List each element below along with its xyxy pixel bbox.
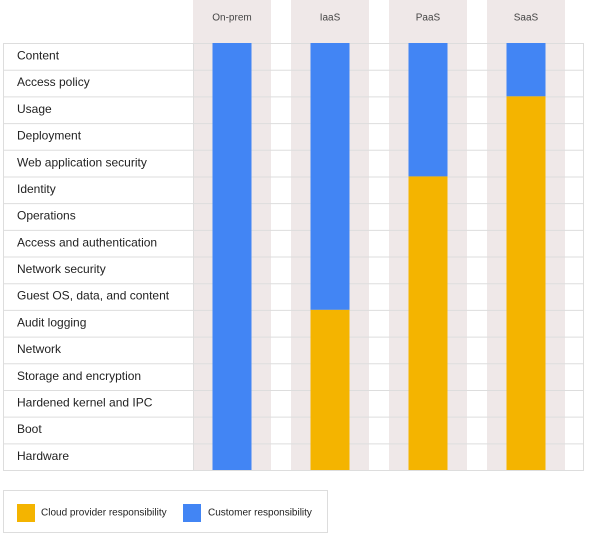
customer-segment <box>506 43 546 97</box>
layer-label: Storage and encryption <box>17 369 141 383</box>
layer-label: Identity <box>17 182 56 196</box>
legend-swatch <box>183 504 201 522</box>
layer-label: Hardened kernel and IPC <box>17 395 153 409</box>
layer-label: Network security <box>17 262 106 276</box>
layer-label: Audit logging <box>17 315 86 329</box>
customer-segment <box>310 43 350 310</box>
grid-layer <box>3 43 584 471</box>
column-header: PaaS <box>416 13 441 24</box>
bar-layer <box>212 43 546 470</box>
provider-segment <box>506 96 546 470</box>
layer-label: Content <box>17 49 60 63</box>
layer-label: Usage <box>17 102 52 116</box>
layer-label: Operations <box>17 209 76 223</box>
provider-segment <box>310 309 350 470</box>
layer-label: Access policy <box>17 75 90 89</box>
legend-label: Cloud provider responsibility <box>41 508 167 519</box>
layer-label: Access and authentication <box>17 235 157 249</box>
layer-label: Boot <box>17 422 42 436</box>
column-header: SaaS <box>514 13 539 24</box>
column-header: On-prem <box>212 13 251 24</box>
legend-swatch <box>17 504 35 522</box>
legend-label: Customer responsibility <box>208 508 312 519</box>
column-header: IaaS <box>320 13 341 24</box>
layer-label: Network <box>17 342 62 356</box>
layer-label: Web application security <box>17 155 147 169</box>
legend-box <box>3 490 328 533</box>
provider-segment <box>408 176 448 470</box>
customer-segment <box>212 43 252 470</box>
label-layer: Content Access policy Usage Deployment Web a… <box>17 13 539 463</box>
layer-label: Guest OS, data, and content <box>17 289 170 303</box>
layer-label: Hardware <box>17 449 69 463</box>
layer-label: Deployment <box>17 129 82 143</box>
customer-segment <box>408 43 448 177</box>
